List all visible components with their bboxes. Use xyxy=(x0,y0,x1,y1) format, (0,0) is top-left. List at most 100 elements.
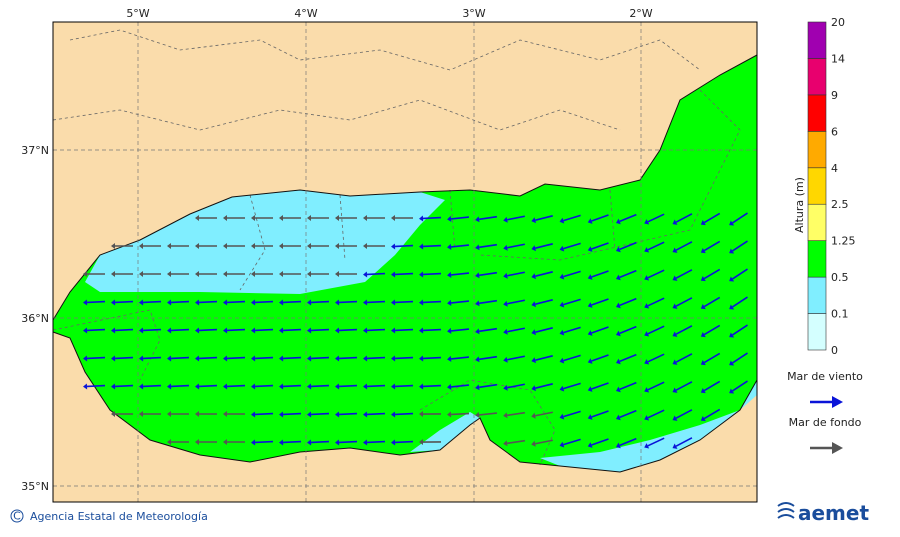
colorbar-label: 4 xyxy=(831,162,838,175)
colorbar-bin xyxy=(808,204,826,240)
wave-arrow xyxy=(311,414,329,415)
colorbar-bin xyxy=(808,277,826,313)
colorbar-title: Altura (m) xyxy=(793,177,806,233)
wave-arrow xyxy=(199,302,217,303)
wave-arrow xyxy=(311,302,329,303)
copyright-mark: C xyxy=(13,510,21,523)
colorbar-label: 6 xyxy=(831,125,838,138)
lon-label: 2°W xyxy=(629,7,652,20)
wave-arrow xyxy=(199,386,217,387)
logo-icon xyxy=(778,503,794,518)
lat-label: 37°N xyxy=(21,144,49,157)
wave-arrow xyxy=(311,358,329,359)
wave-arrow xyxy=(283,330,301,331)
wave-arrow xyxy=(143,358,161,359)
wave-arrow xyxy=(227,358,245,359)
colorbar-label: 20 xyxy=(831,16,845,29)
colorbar-label: 2.5 xyxy=(831,198,849,211)
wave-arrow xyxy=(143,302,161,303)
wave-arrow xyxy=(227,302,245,303)
wave-arrow xyxy=(283,442,301,443)
wave-arrow xyxy=(115,358,133,359)
wave-arrow xyxy=(255,330,273,331)
colorbar-bin xyxy=(808,22,826,58)
lon-label: 5°W xyxy=(126,7,149,20)
credit: Agencia Estatal de Meteorología xyxy=(30,510,208,523)
wave-arrow xyxy=(199,330,217,331)
colorbar-label: 0.5 xyxy=(831,271,849,284)
legend-arrowhead xyxy=(832,396,843,408)
colorbar-bin xyxy=(808,58,826,94)
colorbar-bin xyxy=(808,168,826,204)
colorbar-bin xyxy=(808,241,826,277)
wave-arrow xyxy=(367,386,385,387)
wave-arrow xyxy=(87,358,105,359)
wave-arrow xyxy=(339,358,357,359)
wave-arrow xyxy=(395,246,413,247)
wave-arrow xyxy=(367,414,385,415)
wave-arrow xyxy=(395,274,413,275)
wave-arrow xyxy=(367,358,385,359)
wave-arrow xyxy=(115,302,133,303)
wave-arrow xyxy=(367,274,385,275)
wave-arrow xyxy=(311,442,329,443)
wave-arrow xyxy=(171,330,189,331)
wave-arrow xyxy=(395,414,413,415)
wave-arrow xyxy=(339,302,357,303)
wave-arrow xyxy=(423,218,441,219)
colorbar-bin xyxy=(808,314,826,350)
wave-arrow xyxy=(283,302,301,303)
wave-arrow xyxy=(311,330,329,331)
lat-label: 36°N xyxy=(21,312,49,325)
wave-arrow xyxy=(367,442,385,443)
wave-arrow xyxy=(171,358,189,359)
colorbar-bin xyxy=(808,131,826,167)
wave-arrow xyxy=(143,386,161,387)
wave-arrow xyxy=(367,330,385,331)
wave-arrow xyxy=(199,358,217,359)
wave-arrow xyxy=(87,386,105,387)
legend-arrowhead xyxy=(832,442,843,454)
wave-arrow xyxy=(255,414,273,415)
colorbar-label: 9 xyxy=(831,89,838,102)
colorbar-label: 1.25 xyxy=(831,235,856,248)
wave-arrow xyxy=(171,302,189,303)
wave-arrow xyxy=(451,414,469,415)
wave-arrow xyxy=(255,302,273,303)
wave-arrow xyxy=(423,386,441,387)
wave-arrow xyxy=(339,386,357,387)
wave-arrow xyxy=(367,302,385,303)
colorbar-label: 14 xyxy=(831,52,845,65)
wave-arrow xyxy=(115,330,133,331)
colorbar-bin xyxy=(808,95,826,131)
wave-arrow xyxy=(171,386,189,387)
wave-arrow xyxy=(423,330,441,331)
wave-arrow xyxy=(395,330,413,331)
wave-arrow xyxy=(423,274,441,275)
wave-arrow xyxy=(339,330,357,331)
wave-arrow xyxy=(339,414,357,415)
colorbar-label: 0.1 xyxy=(831,308,849,321)
legend-label: Mar de fondo xyxy=(789,416,862,429)
wave-arrow xyxy=(255,358,273,359)
wave-arrow xyxy=(255,442,273,443)
wave-arrow xyxy=(87,330,105,331)
wave-arrow xyxy=(115,386,133,387)
wave-arrow xyxy=(87,302,105,303)
colorbar-label: 0 xyxy=(831,344,838,357)
wave-arrow xyxy=(339,442,357,443)
wave-arrow xyxy=(423,358,441,359)
wave-arrow xyxy=(283,414,301,415)
wave-arrow xyxy=(255,386,273,387)
wave-arrow xyxy=(311,386,329,387)
wave-arrow xyxy=(395,358,413,359)
wave-arrow xyxy=(395,386,413,387)
wave-arrow xyxy=(143,330,161,331)
wave-arrow xyxy=(423,246,441,247)
wave-arrow xyxy=(395,302,413,303)
lon-label: 4°W xyxy=(294,7,317,20)
wave-arrow xyxy=(283,358,301,359)
lat-label: 35°N xyxy=(21,480,49,493)
